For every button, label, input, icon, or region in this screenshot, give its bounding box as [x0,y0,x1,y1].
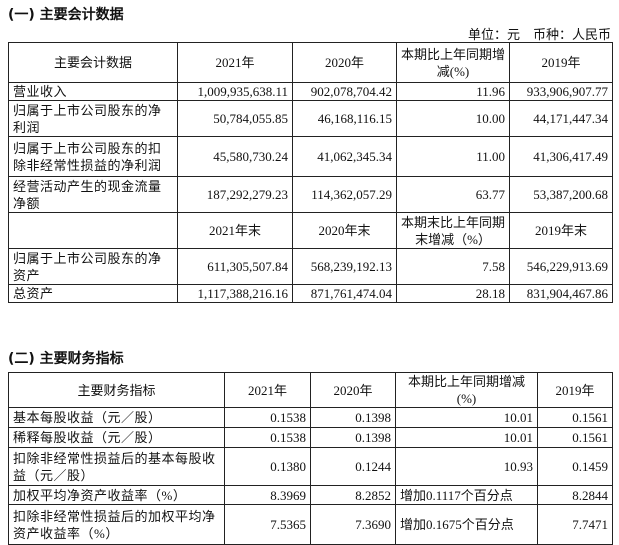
header-cell: 2019年末 [509,212,613,249]
value-cell: 10.00 [396,100,510,137]
value-cell: 0.1398 [310,427,396,448]
value-cell: 902,078,704.42 [292,82,397,101]
row-label: 总资产 [8,284,178,303]
row-label: 扣除非经常性损益后的加权平均净资产收益率（%） [8,504,225,545]
value-cell: 11.96 [396,82,510,101]
header-cell: 主要会计数据 [8,42,178,83]
value-cell: 增加0.1117个百分点 [395,485,538,505]
row-label: 扣除非经常性损益后的基本每股收益（元／股） [8,447,225,486]
value-cell: 871,761,474.04 [292,284,397,303]
value-cell: 0.1561 [537,427,613,448]
header-cell: 本期比上年同期增减(%) [396,42,510,83]
value-cell: 568,239,192.13 [292,248,397,285]
value-cell: 41,306,417.49 [509,136,613,177]
row-label: 归属于上市公司股东的净利润 [8,100,178,137]
value-cell: 7.3690 [310,504,396,545]
value-cell: 53,387,200.68 [509,176,613,213]
value-cell: 187,292,279.23 [177,176,293,213]
table-header-row: 2021年末 2020年末 本期末比上年同期末增减（%） 2019年末 [8,212,613,249]
table-row: 归属于上市公司股东的扣除非经常性损益的净利润 45,580,730.24 41,06… [8,136,613,177]
value-cell: 611,305,507.84 [177,248,293,285]
row-label: 归属于上市公司股东的净资产 [8,248,178,285]
value-cell: 7.7471 [537,504,613,545]
row-label: 经营活动产生的现金流量净额 [8,176,178,213]
row-label: 加权平均净资产收益率（%） [8,485,225,505]
value-cell: 114,362,057.29 [292,176,397,213]
value-cell: 0.1380 [224,447,311,486]
value-cell: 0.1244 [310,447,396,486]
value-cell: 28.18 [396,284,510,303]
value-cell: 8.2844 [537,485,613,505]
table-row: 加权平均净资产收益率（%） 8.3969 8.2852 增加0.1117个百分点 8.2… [8,485,613,505]
header-cell: 2021年 [177,42,293,83]
value-cell: 50,784,055.85 [177,100,293,137]
value-cell: 10.01 [395,427,538,448]
table-header-row: 主要会计数据 2021年 2020年 本期比上年同期增减(%) 2019年 [8,42,613,83]
value-cell: 933,906,907.77 [509,82,613,101]
value-cell: 831,904,467.86 [509,284,613,303]
header-cell: 本期末比上年同期末增减（%） [396,212,510,249]
row-label: 稀释每股收益（元／股） [8,427,225,448]
financial-indicators-table: 主要财务指标 2021年 2020年 本期比上年同期增减(%) 2019年 基本每股收益（… [8,372,613,545]
table-row: 归属于上市公司股东的净资产 611,305,507.84 568,239,192.1… [8,248,613,285]
table-header-row: 主要财务指标 2021年 2020年 本期比上年同期增减(%) 2019年 [8,372,613,408]
table-row: 基本每股收益（元／股） 0.1538 0.1398 10.01 0.1561 [8,407,613,428]
header-cell: 2019年 [509,42,613,83]
value-cell: 0.1459 [537,447,613,486]
value-cell: 10.93 [395,447,538,486]
header-cell: 主要财务指标 [8,372,225,408]
value-cell: 46,168,116.15 [292,100,397,137]
header-cell: 2021年 [224,372,311,408]
row-label: 营业收入 [8,82,178,101]
table-row: 归属于上市公司股东的净利润 50,784,055.85 46,168,116.15 1… [8,100,613,137]
value-cell: 10.01 [395,407,538,428]
value-cell: 1,009,935,638.11 [177,82,293,101]
header-cell: 2019年 [537,372,613,408]
header-cell: 本期比上年同期增减(%) [395,372,538,408]
unit-label: 单位：元 币种：人民币 [467,27,611,42]
row-label: 基本每股收益（元／股） [8,407,225,428]
value-cell: 7.5365 [224,504,311,545]
header-cell [8,212,178,249]
value-cell: 7.58 [396,248,510,285]
table-row: 扣除非经常性损益后的加权平均净资产收益率（%） 7.5365 7.3690 增加0.1… [8,504,613,545]
value-cell: 45,580,730.24 [177,136,293,177]
value-cell: 44,171,447.34 [509,100,613,137]
value-cell: 增加0.1675个百分点 [395,504,538,545]
section2-title: (二) 主要财务指标 [8,351,124,367]
header-cell: 2021年末 [177,212,293,249]
value-cell: 0.1538 [224,407,311,428]
table-row: 扣除非经常性损益后的基本每股收益（元／股） 0.1380 0.1244 10.93 0.… [8,447,613,486]
header-cell: 2020年 [310,372,396,408]
table-row: 营业收入 1,009,935,638.11 902,078,704.42 11.96 9… [8,82,613,101]
row-label: 归属于上市公司股东的扣除非经常性损益的净利润 [8,136,178,177]
header-cell: 2020年末 [292,212,397,249]
table-row: 经营活动产生的现金流量净额 187,292,279.23 114,362,057.2… [8,176,613,213]
value-cell: 0.1538 [224,427,311,448]
value-cell: 546,229,913.69 [509,248,613,285]
value-cell: 1,117,388,216.16 [177,284,293,303]
value-cell: 0.1398 [310,407,396,428]
accounting-data-table: 主要会计数据 2021年 2020年 本期比上年同期增减(%) 2019年 营业收入 1,0… [8,42,613,303]
value-cell: 0.1561 [537,407,613,428]
value-cell: 8.2852 [310,485,396,505]
value-cell: 8.3969 [224,485,311,505]
header-cell: 2020年 [292,42,397,83]
table-row: 总资产 1,117,388,216.16 871,761,474.04 28.18 83… [8,284,613,303]
value-cell: 41,062,345.34 [292,136,397,177]
section1-title: (一) 主要会计数据 [8,7,124,23]
value-cell: 63.77 [396,176,510,213]
table-row: 稀释每股收益（元／股） 0.1538 0.1398 10.01 0.1561 [8,427,613,448]
value-cell: 11.00 [396,136,510,177]
